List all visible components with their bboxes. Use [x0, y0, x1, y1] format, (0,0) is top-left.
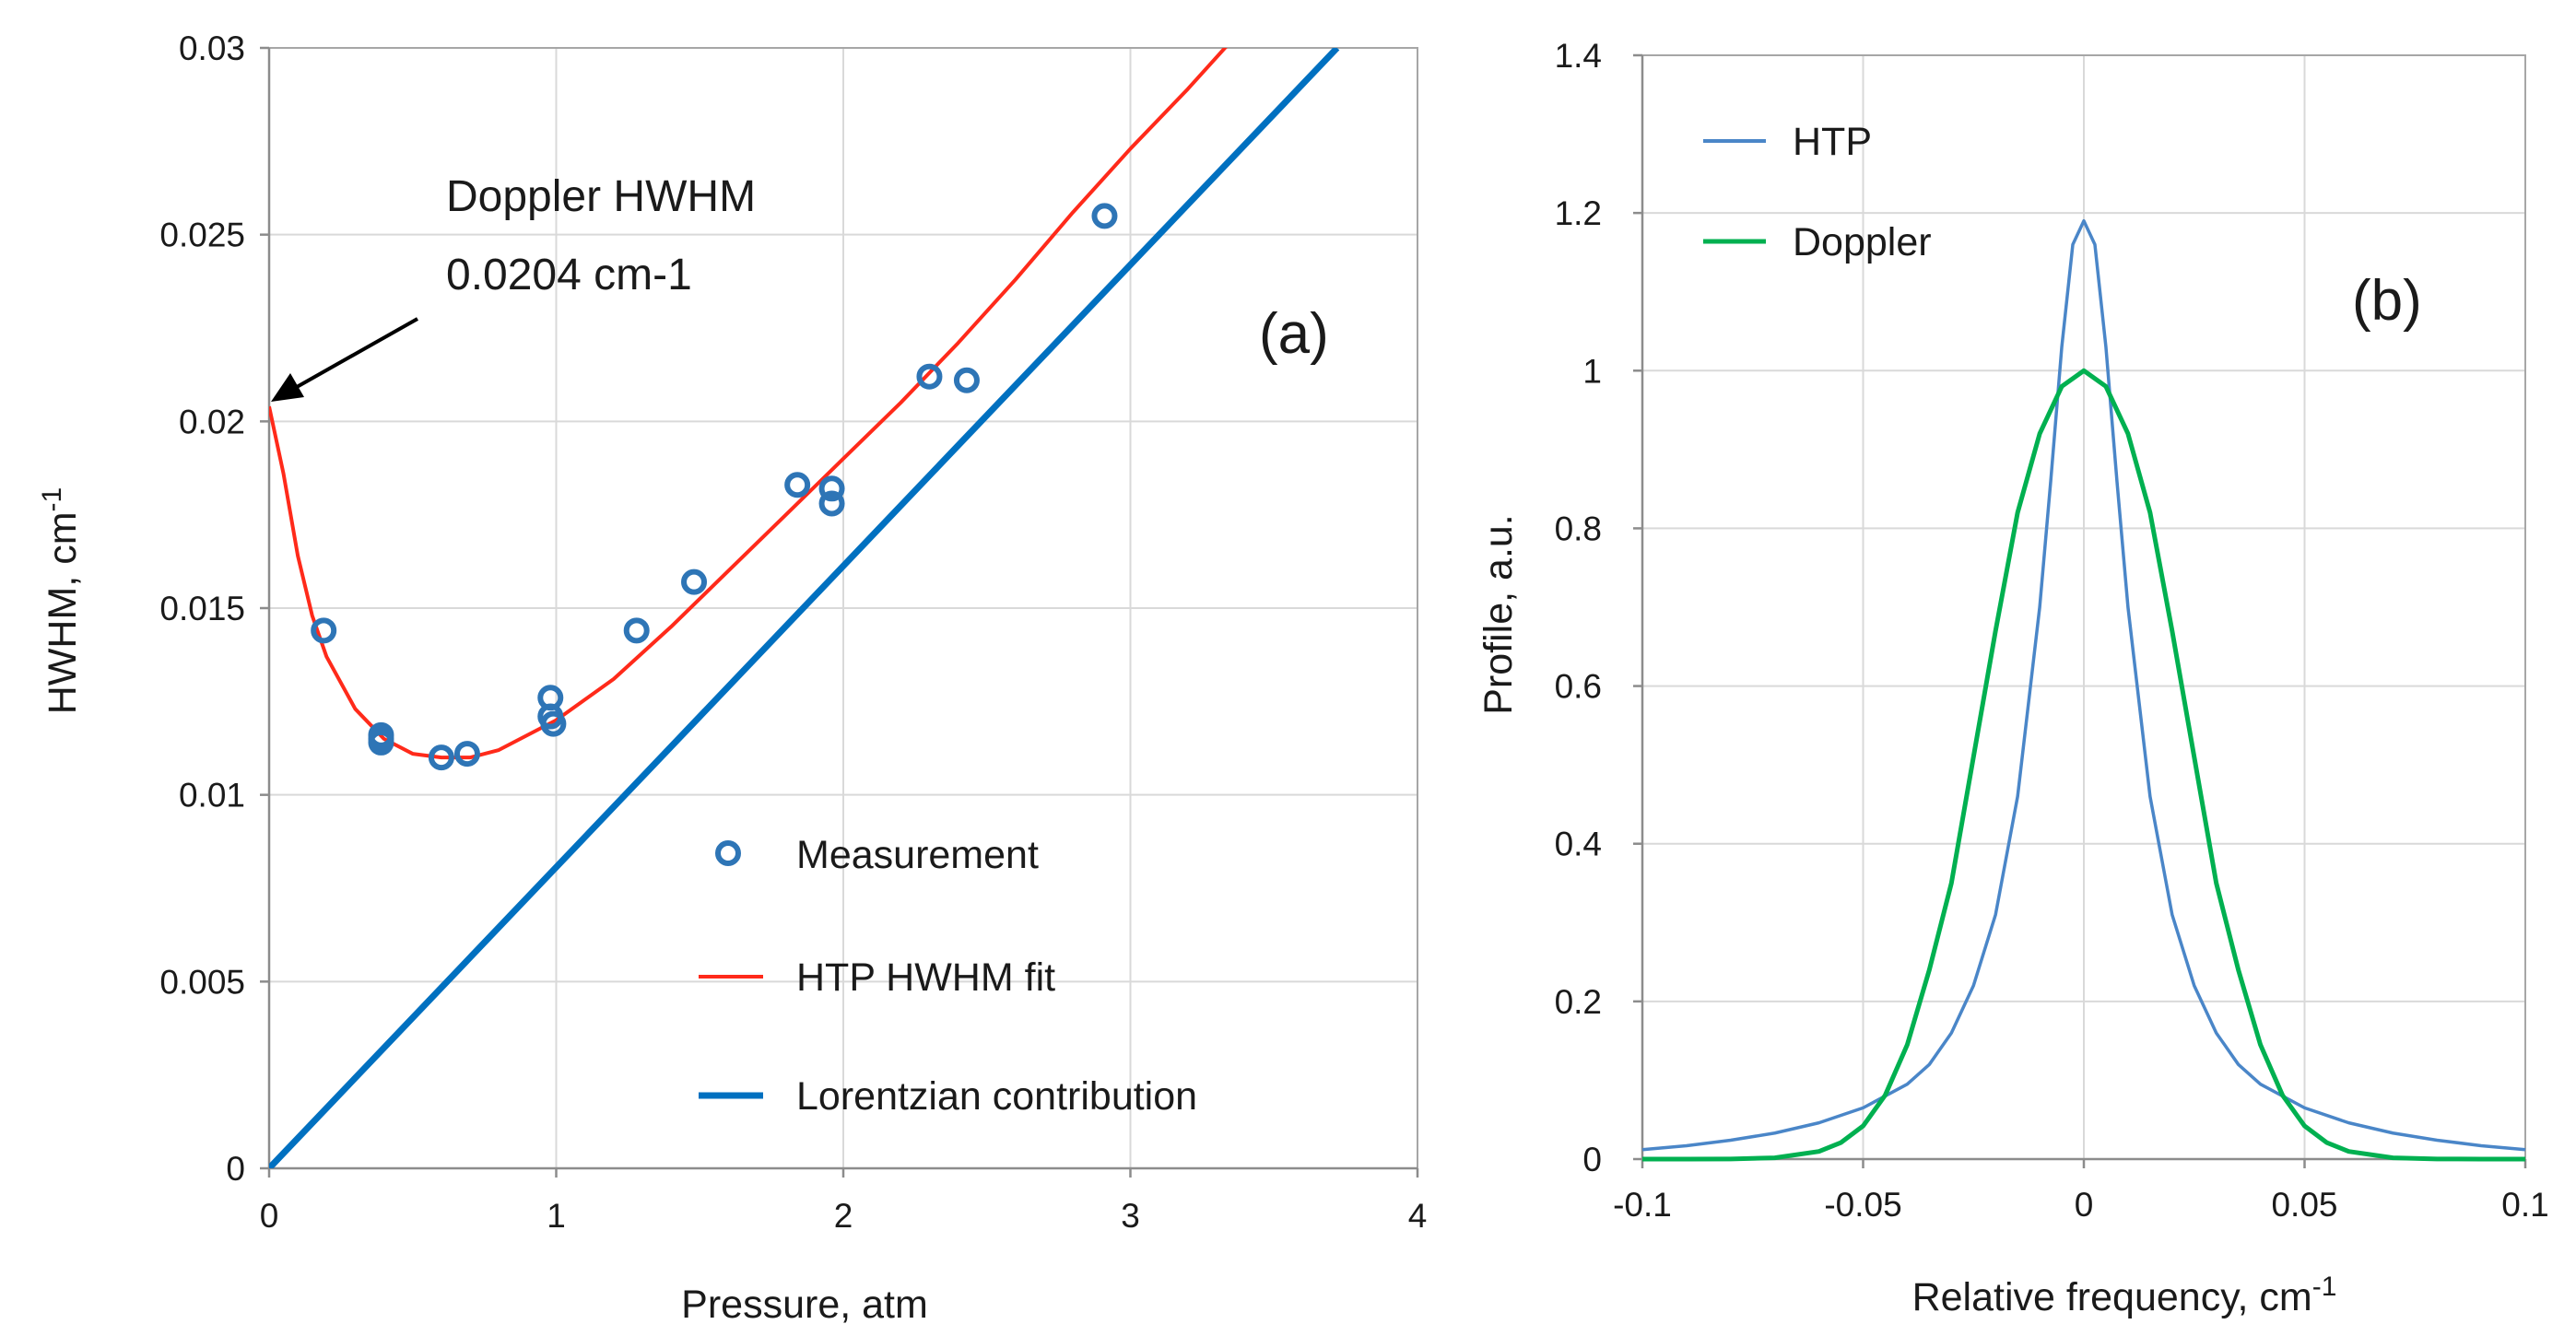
doppler-annotation-arrow-shaft	[296, 317, 418, 389]
panel-a-y-tick-label: 0.005	[159, 963, 245, 1001]
legend-lorentzian-label: Lorentzian contribution	[796, 1074, 1197, 1119]
panel-b-x-axis-title-superscript: -1	[2312, 1272, 2337, 1302]
panel-b-x-tick-label: 0.05	[2271, 1186, 2337, 1224]
measurement-point	[818, 475, 845, 502]
measurement-point	[681, 568, 708, 595]
measurement-point	[818, 490, 845, 517]
measurement-point	[368, 729, 394, 756]
panel-a-y-tick-label: 0	[226, 1150, 245, 1188]
panel-a-x-tick-labels: 0 1 2 3 4	[260, 1168, 1428, 1235]
panel-b-label: (b)	[2352, 269, 2422, 333]
panel-b-y-tick-label: 1.4	[1555, 37, 1602, 75]
measurement-point	[623, 617, 650, 644]
measurement-point	[916, 363, 943, 390]
doppler-annotation-line1: Doppler HWHM	[446, 172, 756, 221]
panel-b-y-tick-label: 1.2	[1555, 194, 1602, 232]
panel-b-x-tick-label: -0.05	[1824, 1186, 1901, 1224]
panel-a-y-axis-title: HWHM, cm-1	[37, 487, 85, 714]
legend-htp-fit-label: HTP HWHM fit	[796, 955, 1055, 1000]
panel-a-y-tick-label: 0.03	[179, 29, 245, 67]
panel-b-y-tick-label: 0	[1582, 1141, 1602, 1178]
panel-b-y-tick-label: 1	[1582, 352, 1602, 390]
legend-doppler-label: Doppler	[1793, 220, 1932, 264]
panel-a-y-tick-label: 0.015	[159, 590, 245, 627]
measurement-point	[311, 617, 337, 644]
panel-b-x-tick-labels: -0.1 -0.05 0 0.05 0.1	[1613, 1159, 2549, 1224]
series-lorentzian-contribution-line	[269, 48, 1340, 1168]
panel-b-x-tick-label: -0.1	[1613, 1186, 1672, 1224]
series-doppler-profile-line	[1642, 368, 2525, 1162]
panel-b-y-tick-label: 0.4	[1555, 826, 1602, 863]
panel-a-y-axis-title-superscript: -1	[37, 487, 67, 512]
measurement-point	[1091, 203, 1118, 229]
panel-b-y-axis-title: Profile, a.u.	[1476, 514, 1521, 715]
panel-a-legend: Measurement HTP HWHM fit Lorentzian cont…	[699, 833, 1197, 1119]
panel-b-x-axis-title-base: Relative frequency, cm	[1912, 1275, 2312, 1319]
panel-a-x-tick-label: 4	[1408, 1197, 1428, 1235]
panel-b-y-tick-label: 0.6	[1555, 668, 1602, 706]
panel-b-y-tick-label: 0.8	[1555, 510, 1602, 547]
panel-a-hwhm-vs-pressure: 0 1 2 3 4 0 0.005 0.01 0.015 0.02 0.025 0.03 Press…	[37, 29, 1428, 1327]
panel-a-label: (a)	[1259, 302, 1329, 366]
panel-a-series	[269, 48, 1340, 1168]
series-htp-hwhm-fit-line	[269, 48, 1228, 760]
series-htp-profile-line	[1641, 218, 2526, 1152]
panel-b-y-tick-label: 0.2	[1555, 983, 1602, 1021]
panel-a-y-tick-labels: 0 0.005 0.01 0.015 0.02 0.025 0.03	[159, 29, 269, 1188]
measurement-point	[953, 367, 980, 393]
panel-a-y-tick-label: 0.02	[179, 403, 245, 440]
panel-b-x-tick-label: 0	[2075, 1186, 2094, 1224]
doppler-annotation-arrow-head	[271, 373, 304, 402]
panel-a-y-tick-label: 0.01	[179, 777, 245, 814]
legend-measurement-label: Measurement	[796, 833, 1039, 877]
panel-a-y-axis-title-base: HWHM, cm	[41, 511, 85, 714]
panel-b-x-tick-label: 0.1	[2501, 1186, 2548, 1224]
panel-a-x-tick-label: 0	[260, 1197, 279, 1235]
panel-a-x-tick-label: 1	[547, 1197, 566, 1235]
panel-a-x-tick-label: 3	[1121, 1197, 1140, 1235]
panel-a-y-tick-label: 0.025	[159, 217, 245, 254]
doppler-annotation-line2: 0.0204 cm-1	[446, 251, 692, 299]
panel-b-y-tick-labels: 0 0.2 0.4 0.6 0.8 1 1.2 1.4	[1555, 37, 1642, 1178]
legend-htp-label: HTP	[1793, 120, 1872, 164]
measurement-point	[428, 744, 454, 771]
panel-b-line-profiles: -0.1 -0.05 0 0.05 0.1 0 0.2 0.4 0.6 0.8 1 1.2 1.4 R…	[1476, 37, 2549, 1319]
panel-a-x-tick-label: 2	[834, 1197, 853, 1235]
panel-b-legend: HTP Doppler	[1703, 120, 1932, 264]
legend-measurement-marker	[715, 840, 741, 866]
panel-b-series	[1641, 218, 2526, 1162]
measurement-point	[453, 741, 480, 768]
panel-a-gridlines	[269, 47, 1418, 1168]
measurement-point	[540, 710, 567, 737]
panel-a-x-axis-title: Pressure, atm	[681, 1283, 928, 1327]
panel-b-x-axis-title: Relative frequency, cm-1	[1912, 1272, 2337, 1319]
measurement-point	[784, 472, 811, 498]
